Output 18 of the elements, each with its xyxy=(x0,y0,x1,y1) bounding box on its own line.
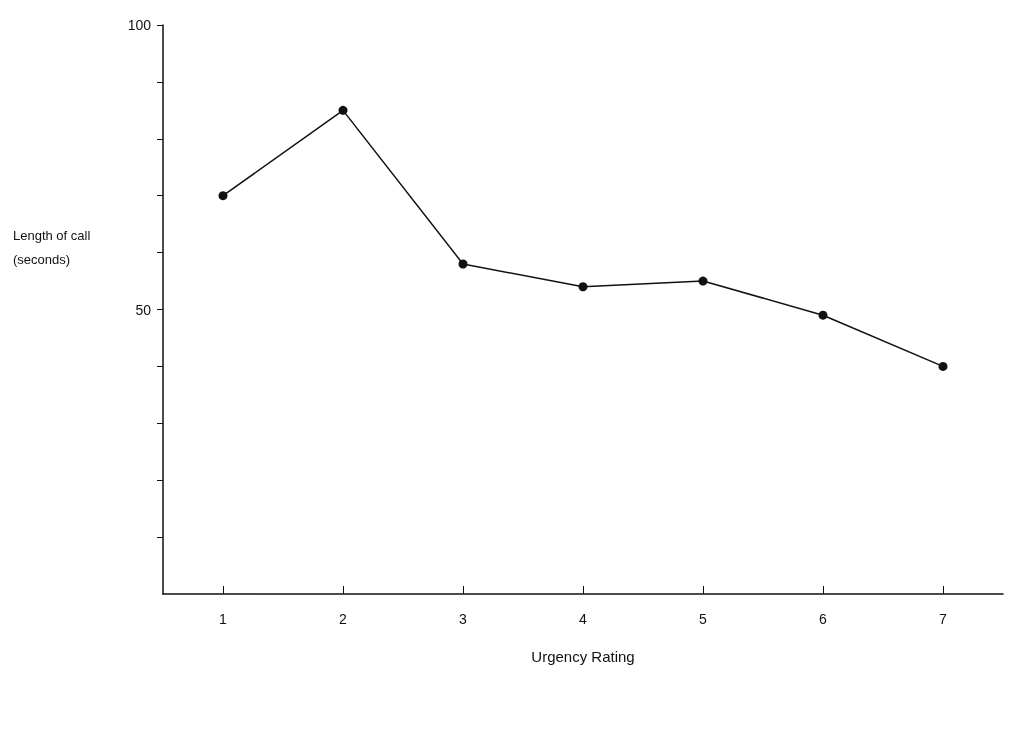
x-tick-label: 5 xyxy=(699,611,708,627)
x-tick-label: 3 xyxy=(459,611,468,627)
point xyxy=(698,276,708,286)
y-axis-title: Length of call (seconds) xyxy=(13,227,94,267)
x-tick-label: 1 xyxy=(219,611,228,627)
point xyxy=(578,282,588,292)
x-axis-title: Urgency Rating xyxy=(531,648,635,665)
x-tick-label: 7 xyxy=(939,611,948,627)
x-tick-label: 6 xyxy=(819,611,828,627)
point xyxy=(938,361,948,371)
y-tick-label: 100 xyxy=(127,17,152,33)
point xyxy=(818,310,828,320)
point xyxy=(218,191,228,201)
point xyxy=(458,259,468,269)
x-tick-label: 2 xyxy=(339,611,348,627)
y-tick-label: 50 xyxy=(135,301,152,318)
x-tick-label: 4 xyxy=(579,611,588,627)
point xyxy=(338,105,348,115)
